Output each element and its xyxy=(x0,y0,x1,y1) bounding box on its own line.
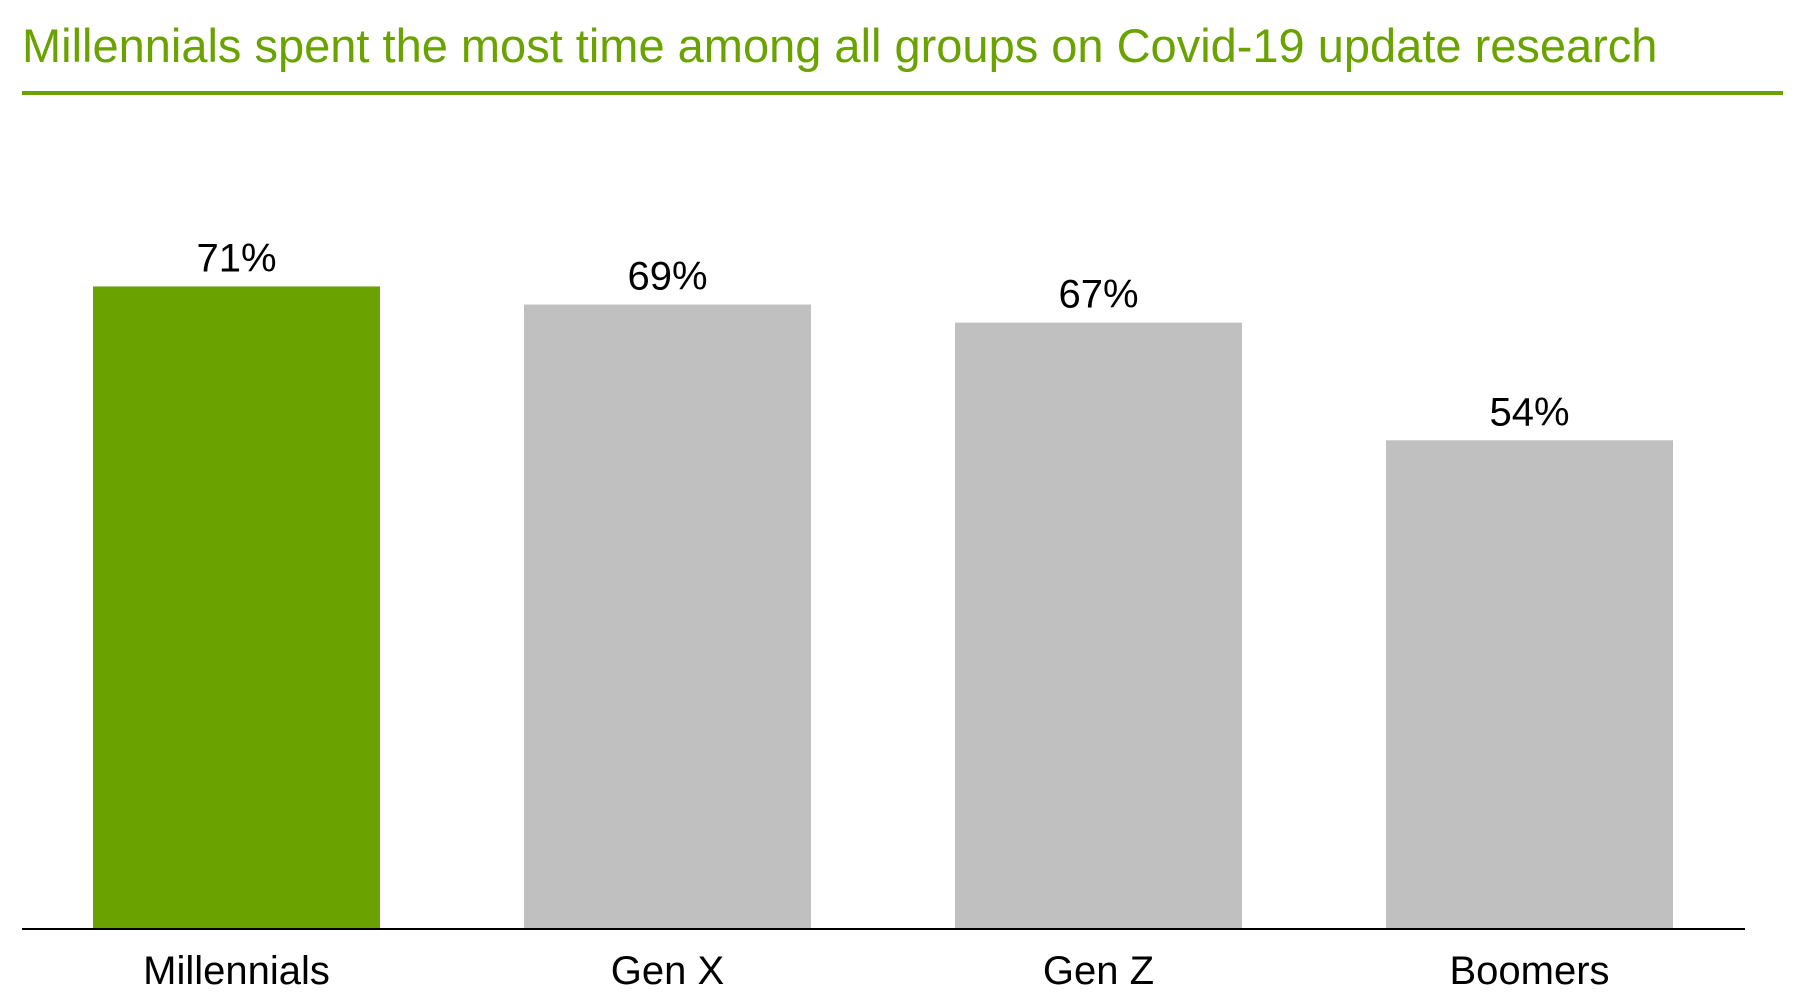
title-underline xyxy=(22,91,1783,95)
value-labels-group: 71% 69% 67% 54% xyxy=(196,236,1569,434)
value-label-gen-x: 69% xyxy=(627,255,707,299)
bar-boomers xyxy=(1386,440,1673,929)
category-labels-group: Millennials Gen X Gen Z Boomers xyxy=(143,949,1609,993)
bar-millennials xyxy=(93,286,380,929)
category-label-gen-z: Gen Z xyxy=(1043,949,1154,993)
value-label-boomers: 54% xyxy=(1489,390,1569,434)
bars-group xyxy=(93,286,1673,929)
bar-gen-x xyxy=(524,304,811,929)
category-label-gen-x: Gen X xyxy=(611,949,724,993)
category-label-millennials: Millennials xyxy=(143,949,330,993)
category-label-boomers: Boomers xyxy=(1449,949,1609,993)
bar-gen-z xyxy=(955,322,1242,929)
value-label-millennials: 71% xyxy=(196,236,276,280)
chart-title: Millennials spent the most time among al… xyxy=(22,19,1658,72)
value-label-gen-z: 67% xyxy=(1058,273,1138,317)
